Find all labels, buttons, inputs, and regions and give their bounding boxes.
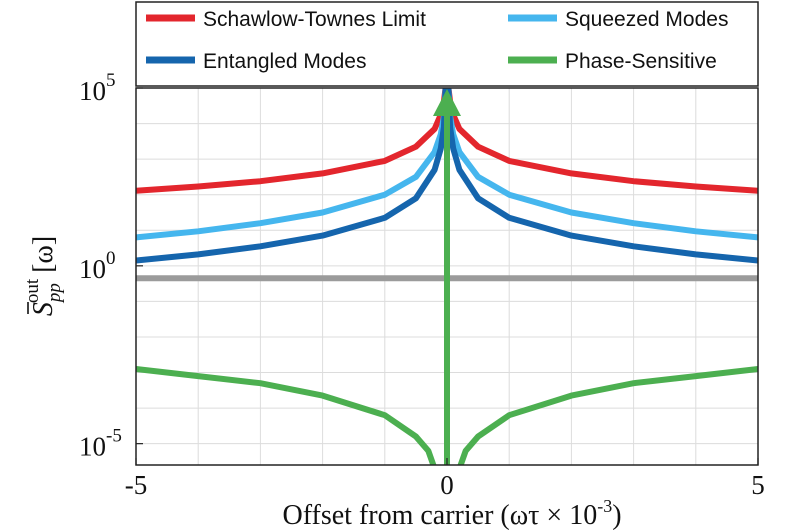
x-tick-label: 5 xyxy=(751,470,765,500)
x-tick-label: -5 xyxy=(125,470,148,500)
legend-box xyxy=(135,1,759,87)
svg-text:Sppout[ω]: Sppout [ω] xyxy=(22,236,65,316)
y-label-sup: out xyxy=(22,278,43,303)
ticks: -5 0 5 105 100 10-5 xyxy=(79,70,765,500)
y-label-sub: pp xyxy=(44,283,65,304)
legend-label-phase-sensitive: Phase-Sensitive xyxy=(565,50,717,73)
series-phase-sensitive-left xyxy=(136,366,437,465)
y-label-arg: [ω] xyxy=(28,236,59,273)
x-label-main: Offset from carrier (ωτ × 10 xyxy=(282,500,597,530)
y-tick-label: 100 xyxy=(79,248,116,284)
series-entangled-modes-left xyxy=(136,88,449,264)
y-axis-label: Sppout [ω] xyxy=(22,236,65,316)
legend-label-schawlow-townes: Schawlow-Townes Limit xyxy=(203,8,426,31)
y-label-main: S xyxy=(28,302,59,316)
y-tick-label: 10-5 xyxy=(79,426,122,462)
legend-label-squeezed: Squeezed Modes xyxy=(565,8,728,31)
x-label-close: ) xyxy=(612,500,621,530)
phase-arrow-head xyxy=(433,89,461,116)
series-entangled-modes-right xyxy=(445,88,758,264)
legend: Schawlow-Townes Limit Squeezed Modes Ent… xyxy=(135,1,759,87)
legend-label-entangled: Entangled Modes xyxy=(203,50,366,73)
y-tick-label: 105 xyxy=(79,70,116,106)
series-phase-sensitive-right xyxy=(457,366,758,465)
series-layer xyxy=(136,88,758,465)
x-label-exp: -3 xyxy=(597,496,612,516)
x-tick-label: 0 xyxy=(440,470,454,500)
x-axis-label: Offset from carrier (ωτ × 10-3) xyxy=(282,496,621,530)
